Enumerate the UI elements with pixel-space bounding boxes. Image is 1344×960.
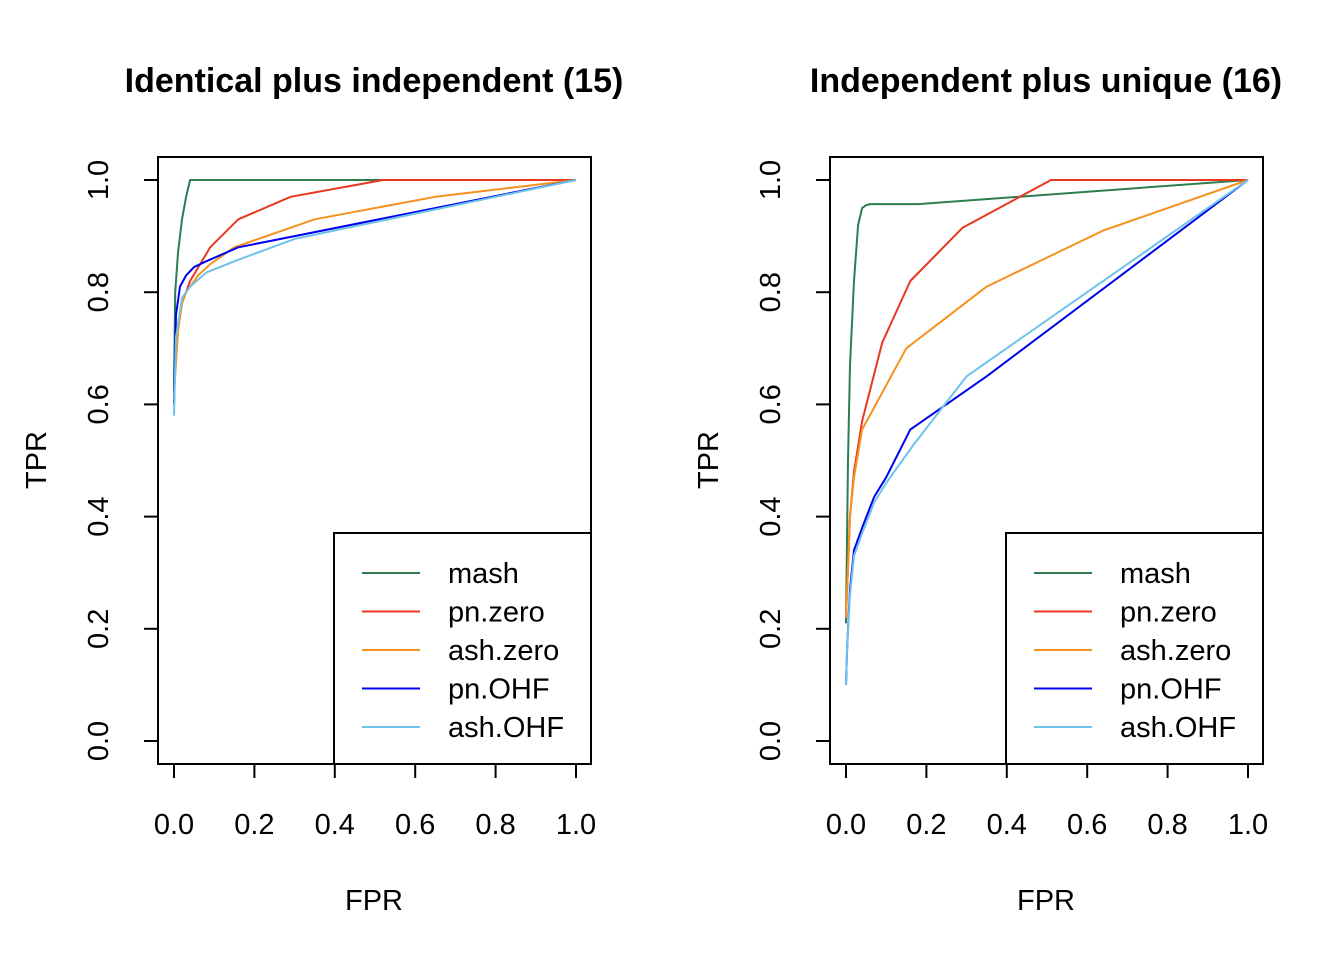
series-line-mash <box>173 179 576 388</box>
x-tick-label: 0.0 <box>154 809 194 841</box>
legend-label: ash.zero <box>448 635 559 667</box>
legend-label: pn.zero <box>1120 597 1217 629</box>
x-tick-label: 0.6 <box>395 809 435 841</box>
x-axis-label: FPR <box>345 885 403 917</box>
series-line-ash-OHF <box>845 179 1249 685</box>
legend-label: pn.OHF <box>448 674 550 706</box>
x-tick-label: 0.8 <box>475 809 515 841</box>
y-tick-label: 0.0 <box>83 721 115 761</box>
y-tick-label: 0.4 <box>755 496 787 536</box>
legend-label: ash.zero <box>1120 635 1231 667</box>
y-tick-label: 0.2 <box>755 609 787 649</box>
x-tick-label: 0.4 <box>987 809 1027 841</box>
y-tick-label: 0.8 <box>755 272 787 312</box>
x-tick-label: 0.8 <box>1147 809 1187 841</box>
x-axis-label: FPR <box>1017 885 1075 917</box>
y-tick-label: 0.0 <box>755 721 787 761</box>
legend-box <box>333 532 592 765</box>
legend-label: mash <box>448 558 519 590</box>
legend-label: pn.zero <box>448 597 545 629</box>
legend-label: mash <box>1120 558 1191 590</box>
series-line-pn-zero <box>173 179 576 394</box>
y-tick-label: 0.6 <box>83 384 115 424</box>
x-tick-label: 0.6 <box>1067 809 1107 841</box>
y-tick-label: 0.6 <box>755 384 787 424</box>
series-line-mash <box>845 179 1249 624</box>
y-tick-label: 0.4 <box>83 496 115 536</box>
x-tick-label: 0.2 <box>906 809 946 841</box>
chart-title: Independent plus unique (16) <box>810 62 1282 100</box>
x-tick-label: 1.0 <box>1228 809 1268 841</box>
legend-label: pn.OHF <box>1120 674 1222 706</box>
panel-independent-plus-unique: Independent plus unique (16) FPR TPR 0.0… <box>693 62 1282 917</box>
x-tick-label: 0.4 <box>315 809 355 841</box>
x-tick-label: 0.0 <box>826 809 866 841</box>
panel-identical-plus-independent: Identical plus independent (15) FPR TPR … <box>21 62 623 917</box>
chart-title: Identical plus independent (15) <box>125 62 624 100</box>
y-tick-label: 0.8 <box>83 272 115 312</box>
y-tick-label: 0.2 <box>83 609 115 649</box>
x-tick-label: 1.0 <box>556 809 596 841</box>
y-tick-label: 1.0 <box>755 160 787 200</box>
y-axis-label: TPR <box>21 431 53 489</box>
series-line-ash-OHF <box>173 179 577 416</box>
legend-box <box>1005 532 1264 765</box>
series-line-ash-zero <box>845 179 1249 618</box>
series-line-ash-zero <box>173 179 577 394</box>
legend-label: ash.OHF <box>1120 712 1236 744</box>
x-tick-label: 0.2 <box>234 809 274 841</box>
legend-label: ash.OHF <box>448 712 564 744</box>
y-tick-label: 1.0 <box>83 160 115 200</box>
series-line-pn-OHF <box>173 179 577 405</box>
y-axis-label: TPR <box>693 431 725 489</box>
